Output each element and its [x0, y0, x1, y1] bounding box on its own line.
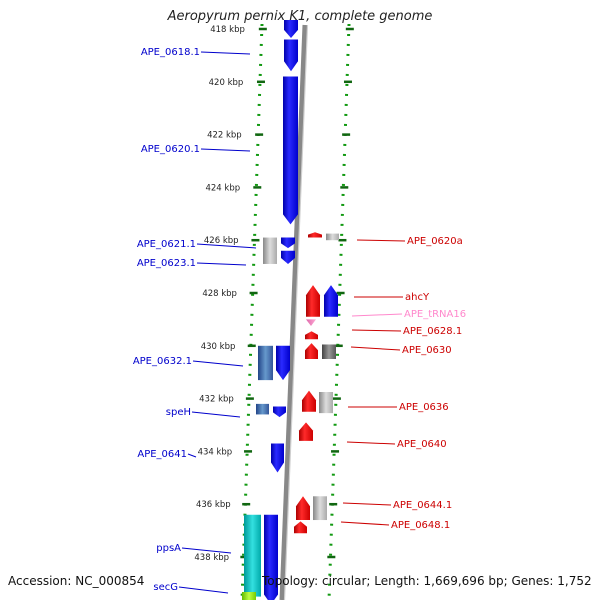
- kbp-tick-label: 438 kbp: [194, 553, 229, 563]
- gene-arrow: [271, 443, 284, 473]
- gene-leader-line: [178, 586, 229, 594]
- gene-label-ape_0632.1: APE_0632.1: [133, 356, 192, 367]
- gene-leader-line: [350, 346, 401, 351]
- gene-arrow: [302, 390, 316, 412]
- gene-leader-line: [356, 239, 406, 242]
- kbp-tick-label: 434 kbp: [198, 447, 233, 457]
- topology-text: Topology: circular; Length: 1,669,696 bp…: [262, 574, 592, 588]
- gene-arrow: [283, 76, 298, 225]
- gene-leader-line: [351, 329, 402, 332]
- gene-label-speh: speH: [166, 407, 191, 418]
- gene-leader-line: [340, 521, 390, 526]
- gene-leader-line: [196, 262, 247, 266]
- gene-box: [313, 496, 327, 521]
- gene-arrow: [305, 331, 318, 340]
- kbp-ruler: 418 kbp 420 kbp 422 kbp 424 kbp 426 kbp 428 k…: [194, 25, 354, 563]
- gene-arrow: [299, 422, 313, 441]
- gene-arrow: [284, 20, 298, 38]
- gene-label-ape_0628.1: APE_0628.1: [403, 326, 462, 337]
- gene-label-ape_0621.1: APE_0621.1: [137, 239, 196, 250]
- backbone-highlight: [283, 24, 309, 600]
- gene-label-ahcy: ahcY: [405, 292, 430, 303]
- map-title: Aeropyrum pernix K1, complete genome: [167, 9, 433, 24]
- gene-arrow: [296, 496, 310, 521]
- gene-box: [244, 514, 261, 597]
- kbp-tick-label: 430 kbp: [201, 342, 236, 352]
- gene-leader-line: [191, 411, 241, 418]
- gene-arrow: [294, 521, 307, 534]
- kbp-tick-label: 420 kbp: [209, 78, 244, 88]
- gene-arrow: [276, 345, 290, 381]
- gene-arrow: [306, 285, 320, 317]
- kbp-tick-label: 422 kbp: [207, 131, 242, 141]
- gene-box: [322, 344, 336, 359]
- gene-label-ape_0641: APE_0641: [137, 449, 187, 460]
- gene-arrow: [284, 39, 298, 72]
- gene-leader-line: [192, 360, 244, 367]
- gene-box: [258, 345, 273, 381]
- backbone-line: [279, 24, 308, 600]
- accession-text: Accession: NC_000854: [8, 574, 145, 588]
- gene-arrow: [324, 285, 338, 317]
- gene-leader-line: [200, 148, 251, 152]
- gene-box: [256, 403, 269, 415]
- gene-arrow: [264, 514, 278, 600]
- gene-label-ape_0640: APE_0640: [397, 439, 447, 450]
- gene-arrow: [281, 250, 295, 264]
- gene-box: [319, 392, 333, 414]
- gene-labels: APE_0618.1 APE_0620.1 APE_0621.1 APE_0623.1…: [133, 47, 466, 594]
- gene-label-secg: secG: [153, 582, 178, 593]
- gene-features: [242, 20, 339, 600]
- gene-label-ppsa: ppsA: [156, 543, 181, 554]
- gene-label-ape_0630: APE_0630: [402, 345, 452, 356]
- trna-glyph: [306, 319, 316, 326]
- gene-label-ape_0620.1: APE_0620.1: [141, 144, 200, 155]
- gene-leader-line: [200, 51, 251, 55]
- gene-box: [242, 592, 256, 600]
- kbp-tick-label: 424 kbp: [205, 183, 240, 193]
- gene-arrow: [308, 232, 322, 238]
- gene-arrow: [305, 343, 318, 359]
- gene-label-ape_0618.1: APE_0618.1: [141, 47, 200, 58]
- gene-leader-line: [187, 453, 197, 458]
- gene-leader-line: [196, 243, 257, 249]
- gene-leader-line: [181, 547, 232, 554]
- kbp-tick-label: 426 kbp: [204, 236, 239, 246]
- gene-label-ape_trna16: APE_tRNA16: [404, 309, 466, 320]
- gene-label-ape_0636: APE_0636: [399, 402, 449, 413]
- kbp-tick-label: 428 kbp: [202, 289, 237, 299]
- kbp-tick-label: 436 kbp: [196, 500, 231, 510]
- gene-arrow: [273, 406, 286, 418]
- kbp-tick-label: 418 kbp: [210, 25, 245, 35]
- gene-label-ape_0620a: APE_0620a: [407, 236, 463, 247]
- gene-box: [263, 237, 277, 264]
- genome-backbone: [279, 24, 309, 600]
- forward-track-dots: [240, 23, 264, 600]
- gene-label-ape_0644.1: APE_0644.1: [393, 500, 452, 511]
- gene-label-ape_0623.1: APE_0623.1: [137, 258, 196, 269]
- gene-label-ape_0648.1: APE_0648.1: [391, 520, 450, 531]
- kbp-tick-label: 432 kbp: [199, 395, 234, 405]
- gene-box: [326, 233, 339, 241]
- gene-leader-line: [351, 313, 403, 317]
- gene-arrow: [281, 237, 295, 249]
- gene-leader-line: [346, 441, 396, 445]
- gene-leader-line: [342, 502, 392, 506]
